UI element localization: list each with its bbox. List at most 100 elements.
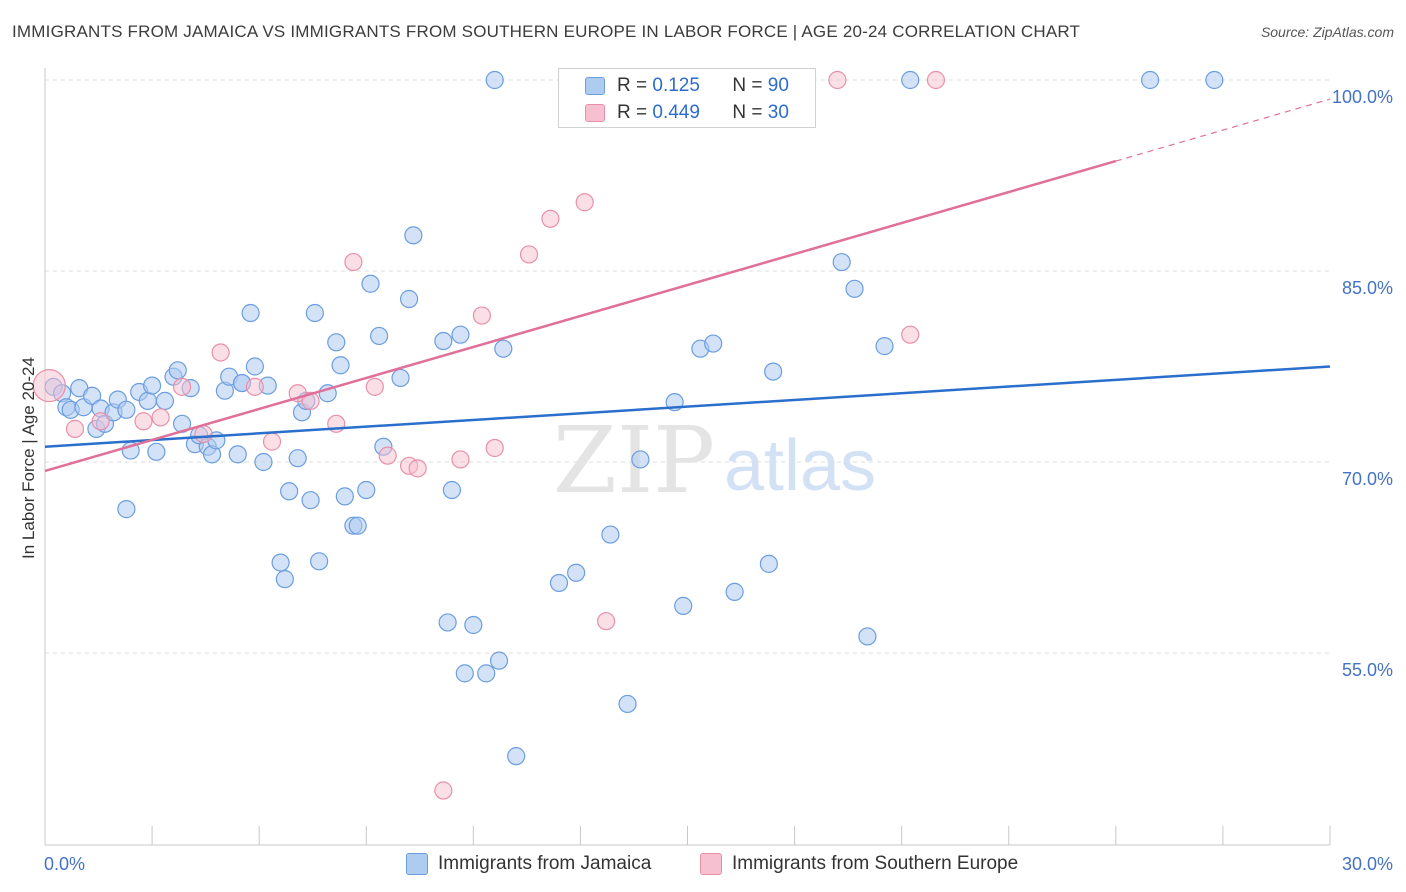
southern-europe-point — [408, 459, 427, 478]
southern-europe-point — [472, 306, 491, 325]
jamaica-point — [631, 450, 650, 469]
r-value-southern-europe: 0.449 — [652, 102, 700, 123]
southern-europe-point — [344, 252, 363, 272]
southern-europe-point — [151, 408, 170, 427]
jamaica-point — [83, 386, 102, 405]
southern-europe-point — [926, 70, 946, 90]
jamaica-point — [489, 651, 509, 670]
jamaica-point — [155, 391, 175, 410]
jamaica-point — [361, 274, 380, 293]
jamaica-point — [245, 357, 264, 376]
jamaica-point — [228, 445, 247, 464]
jamaica-point — [477, 664, 496, 683]
y-tick-label: 70.0% — [1342, 469, 1393, 489]
jamaica-point — [254, 452, 273, 472]
southern-europe-point — [575, 193, 594, 212]
southern-europe-point — [378, 446, 397, 465]
jamaica-point — [451, 325, 470, 344]
southern-europe-point — [485, 438, 504, 458]
jamaica-point — [618, 694, 637, 714]
southern-europe-point — [519, 245, 539, 264]
jamaica-point — [310, 552, 329, 571]
jamaica-point — [147, 442, 166, 461]
southern-europe-point — [901, 325, 920, 344]
n-value-southern-europe: 30 — [767, 102, 789, 123]
jamaica-point — [759, 554, 778, 573]
legend-item-southern-europe[interactable]: Immigrants from Southern Europe — [700, 850, 1018, 878]
chart-title: IMMIGRANTS FROM JAMAICA VS IMMIGRANTS FR… — [12, 22, 1081, 41]
series-legend: Immigrants from Jamaica Immigrants from … — [0, 850, 1406, 878]
jamaica-point — [168, 361, 187, 380]
southern-europe-point — [828, 70, 847, 90]
x-tick-label: 0.0% — [44, 854, 85, 874]
legend-label-southern-europe: Immigrants from Southern Europe — [732, 853, 1019, 874]
jamaica-point — [567, 563, 586, 582]
jamaica-point — [275, 570, 294, 589]
jamaica-point — [875, 337, 894, 356]
jamaica-point — [438, 613, 457, 632]
legend-swatch-southern-europe — [585, 104, 605, 122]
jamaica-point — [442, 480, 462, 500]
jamaica-point — [485, 70, 504, 90]
y-axis-title: In Labor Force | Age 20-24 — [19, 357, 38, 559]
southern-europe-point — [262, 432, 282, 451]
jamaica-point — [335, 487, 354, 506]
r-label: R = — [617, 102, 653, 123]
jamaica-point — [549, 573, 569, 593]
jamaica-point — [399, 289, 419, 309]
jamaica-point — [138, 391, 157, 410]
jamaica-point — [305, 303, 324, 323]
southern-europe-point — [451, 450, 470, 469]
southern-europe-point — [434, 781, 453, 800]
legend-swatch-jamaica — [406, 853, 428, 875]
jamaica-point — [331, 356, 350, 375]
legend-item-jamaica[interactable]: Immigrants from Jamaica — [406, 850, 651, 878]
jamaica-point — [434, 331, 453, 351]
axis-layer — [44, 68, 1331, 846]
jamaica-point — [901, 70, 920, 90]
jamaica-point — [494, 339, 513, 358]
southern-europe-point — [211, 343, 230, 362]
jamaica-point — [764, 362, 783, 381]
watermark-atlas: atlas — [724, 426, 876, 506]
southern-europe-point — [32, 369, 66, 403]
chart-source: Source: ZipAtlas.com — [1260, 24, 1394, 40]
jamaica-trend-line — [44, 365, 1331, 448]
southern-europe-point — [301, 391, 320, 410]
jamaica-point — [858, 627, 877, 646]
jamaica-point — [1205, 70, 1224, 90]
jamaica-point — [845, 279, 864, 298]
southern-europe-trend-line — [44, 159, 1117, 473]
stats-row-jamaica: R = 0.125 N = 90 — [585, 73, 789, 99]
jamaica-point — [601, 525, 620, 544]
southern-europe-point — [541, 209, 560, 228]
jamaica-point — [370, 326, 389, 346]
jamaica-point — [832, 252, 851, 272]
jamaica-point — [704, 334, 723, 353]
legend-swatch-jamaica — [585, 77, 605, 95]
southern-europe-point — [597, 612, 616, 631]
jamaica-point — [301, 491, 320, 510]
series-southern-europe-points — [32, 70, 946, 800]
n-label: N = — [732, 75, 768, 96]
jamaica-point — [348, 516, 367, 535]
x-tick-label: 30.0% — [1342, 854, 1393, 874]
jamaica-point — [357, 480, 376, 500]
legend-label-jamaica: Immigrants from Jamaica — [438, 853, 652, 874]
southern-europe-point — [172, 377, 192, 396]
jamaica-point — [507, 747, 526, 766]
trend-layer — [44, 98, 1331, 473]
jamaica-point — [117, 400, 136, 419]
southern-europe-point — [365, 377, 384, 396]
jamaica-point — [455, 664, 474, 683]
jamaica-point — [674, 596, 693, 615]
y-tick-label: 100.0% — [1332, 87, 1393, 107]
jamaica-point — [117, 500, 136, 519]
stats-legend: R = 0.125 N = 90 R = 0.449 N = 30 — [558, 68, 816, 128]
jamaica-point — [271, 553, 290, 572]
r-label: R = — [617, 75, 653, 96]
jamaica-point — [142, 376, 162, 395]
legend-swatch-southern-europe — [700, 853, 722, 875]
southern-europe-point — [245, 377, 264, 396]
